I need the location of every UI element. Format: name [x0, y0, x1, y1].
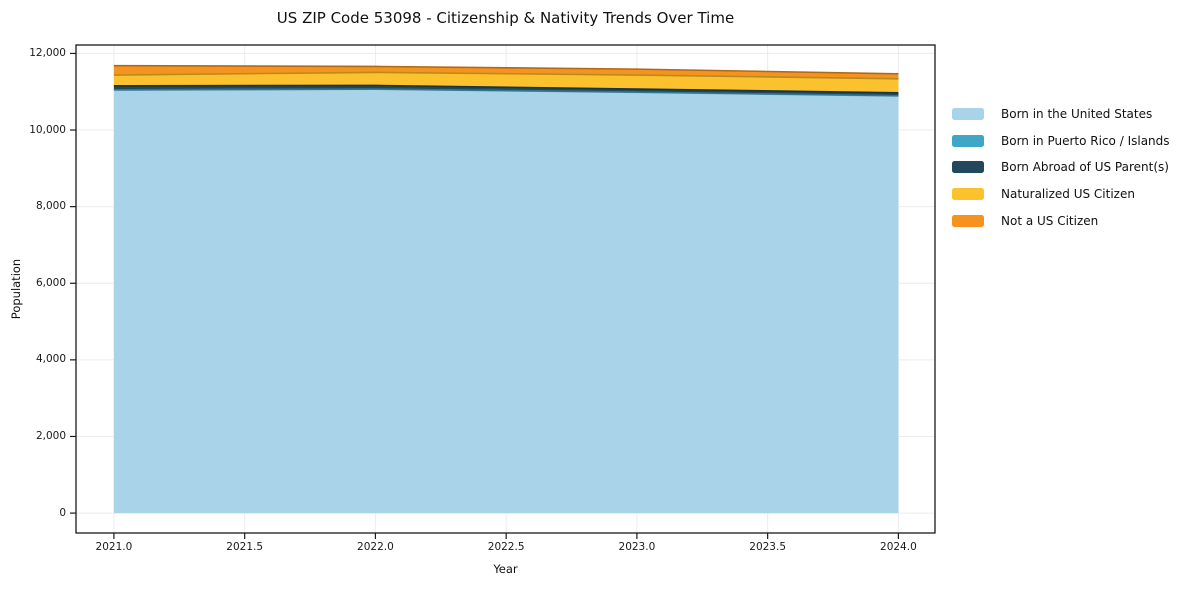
legend-label: Naturalized US Citizen	[1001, 187, 1135, 202]
area-edge-line	[113, 88, 899, 97]
y-tick-label: 6,000	[35, 276, 66, 289]
area-series	[113, 89, 899, 514]
x-tick-label: 2023.5	[749, 541, 787, 553]
x-tick-label: 2021.5	[226, 541, 264, 553]
legend-swatch-icon	[952, 161, 984, 174]
legend-swatch-icon	[952, 188, 984, 201]
area-edge-line	[113, 71, 899, 80]
x-tick-label: 2024.0	[880, 541, 917, 553]
y-tick-label: 12,000	[29, 46, 66, 59]
y-tick-label: 2,000	[35, 429, 66, 442]
legend-label: Born in the United States	[1001, 107, 1153, 122]
x-tick-label: 2022.5	[487, 541, 525, 553]
chart-title: US ZIP Code 53098 - Citizenship & Nativi…	[276, 9, 735, 27]
plot-border	[75, 44, 936, 534]
chart-legend: Born in the United States Born in Puerto…	[952, 101, 1170, 234]
legend-swatch-icon	[952, 134, 984, 147]
x-tick-label: 2023.0	[618, 541, 656, 553]
x-tick-label: 2021.0	[95, 541, 133, 553]
area-edge-line	[113, 64, 899, 75]
legend-swatch-icon	[952, 214, 984, 227]
y-tick-label: 4,000	[35, 353, 66, 366]
legend-label: Born Abroad of US Parent(s)	[1001, 160, 1169, 175]
legend-swatch-icon	[952, 108, 984, 121]
area-series	[113, 72, 899, 93]
y-tick-label: 10,000	[29, 123, 66, 136]
legend-label: Born in Puerto Rico / Islands	[1001, 133, 1170, 148]
x-tick-label: 2022.0	[357, 541, 394, 553]
legend-item: Not a US Citizen	[952, 207, 1170, 234]
x-axis-label: Year	[493, 562, 518, 576]
legend-item: Born in Puerto Rico / Islands	[952, 128, 1170, 155]
y-tick-label: 8,000	[35, 200, 66, 213]
legend-label: Not a US Citizen	[1001, 213, 1099, 228]
y-tick-label: 0	[59, 506, 66, 519]
area-edge-line	[113, 84, 899, 94]
legend-item: Naturalized US Citizen	[952, 181, 1170, 208]
legend-item: Born in the United States	[952, 101, 1170, 128]
legend-item: Born Abroad of US Parent(s)	[952, 154, 1170, 181]
